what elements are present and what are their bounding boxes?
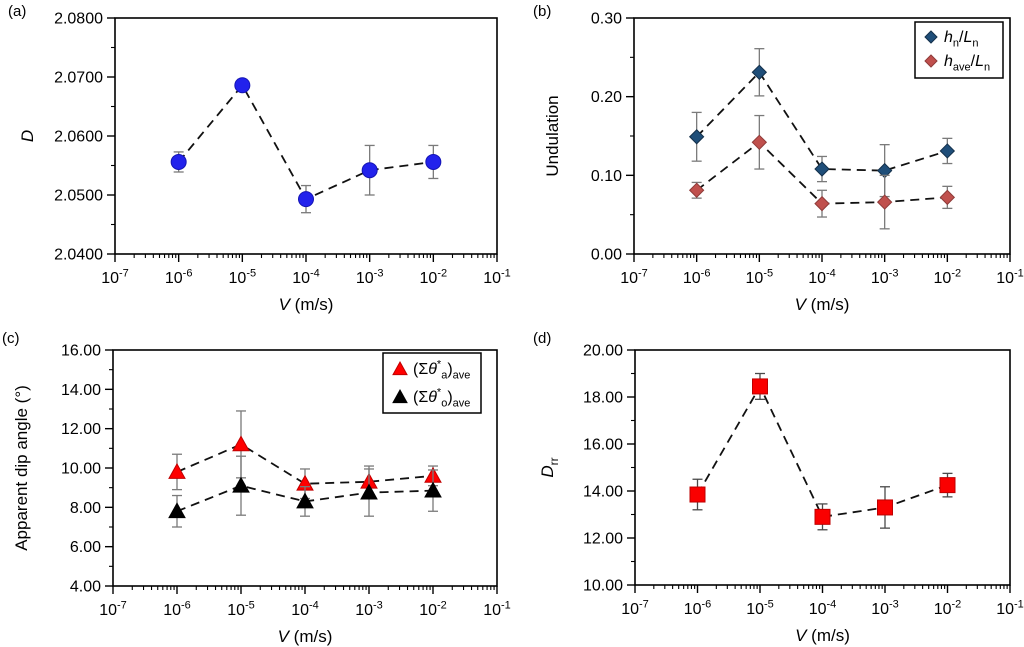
svg-text:16.00: 16.00: [61, 343, 101, 360]
svg-text:10-2: 10-2: [934, 268, 962, 287]
svg-text:10-2: 10-2: [420, 268, 448, 287]
svg-text:10-5: 10-5: [746, 599, 774, 618]
svg-text:0.00: 0.00: [591, 247, 622, 264]
panel-a-chart: 10-7 10-6 10-5 10-4 10-3 10-2 10-1 2.0400 2.0500…: [18, 11, 511, 315]
svg-text:12.00: 12.00: [583, 531, 623, 548]
svg-text:10-4: 10-4: [809, 599, 837, 618]
svg-text:20.00: 20.00: [583, 343, 623, 360]
svg-text:V (m/s): V (m/s): [278, 627, 333, 646]
svg-text:V (m/s): V (m/s): [795, 626, 850, 645]
svg-text:10-1: 10-1: [483, 268, 511, 287]
svg-text:10-5: 10-5: [229, 268, 257, 287]
svg-text:6.00: 6.00: [70, 539, 101, 556]
svg-text:V (m/s): V (m/s): [279, 295, 334, 314]
svg-text:2.0600: 2.0600: [54, 129, 103, 146]
panel-b-chart: 10-7 10-6 10-5 10-4 10-3 10-2 10-1 0.00 0.10 0.20…: [543, 11, 1024, 315]
svg-text:2.0400: 2.0400: [54, 247, 103, 264]
svg-text:10-1: 10-1: [996, 599, 1024, 618]
svg-text:10.00: 10.00: [583, 578, 623, 595]
svg-text:10-1: 10-1: [483, 600, 511, 619]
svg-text:10.00: 10.00: [61, 461, 101, 478]
panel-label-d: (d): [533, 330, 552, 347]
svg-text:0.30: 0.30: [591, 11, 622, 28]
panel-label-b: (b): [533, 3, 552, 20]
panel-label-c: (c): [2, 330, 20, 347]
svg-text:0.20: 0.20: [591, 89, 622, 106]
svg-text:12.00: 12.00: [61, 421, 101, 438]
svg-text:10-5: 10-5: [746, 268, 774, 287]
svg-text:(Σθ*a)ave: (Σθ*a)ave: [413, 359, 470, 382]
svg-text:18.00: 18.00: [583, 390, 623, 407]
panel-c-chart: 10-7 10-6 10-5 10-4 10-3 10-2 10-1 4.00 6.00 8.00…: [12, 343, 511, 647]
svg-text:2.0500: 2.0500: [54, 188, 103, 205]
svg-text:10-4: 10-4: [292, 268, 320, 287]
svg-text:10-7: 10-7: [621, 599, 649, 618]
svg-text:10-6: 10-6: [683, 268, 711, 287]
svg-text:14.00: 14.00: [61, 382, 101, 399]
svg-text:2.0700: 2.0700: [54, 70, 103, 87]
svg-text:10-4: 10-4: [291, 600, 319, 619]
svg-text:8.00: 8.00: [70, 500, 101, 517]
svg-text:10-4: 10-4: [808, 268, 836, 287]
svg-text:Drr: Drr: [538, 457, 561, 477]
svg-text:10-7: 10-7: [101, 268, 129, 287]
panel-d-chart: 10-7 10-6 10-5 10-4 10-3 10-2 10-1 10.00 12.00 14…: [538, 343, 1024, 646]
svg-text:10-6: 10-6: [163, 600, 191, 619]
svg-text:V (m/s): V (m/s): [795, 295, 850, 314]
svg-text:16.00: 16.00: [583, 437, 623, 454]
svg-text:10-2: 10-2: [419, 600, 447, 619]
svg-text:Undulation: Undulation: [543, 95, 562, 176]
svg-text:10-6: 10-6: [165, 268, 193, 287]
svg-text:hn/Ln: hn/Ln: [944, 29, 979, 49]
svg-text:10-6: 10-6: [684, 599, 712, 618]
svg-text:14.00: 14.00: [583, 484, 623, 501]
svg-text:10-5: 10-5: [227, 600, 255, 619]
svg-text:have/Ln: have/Ln: [944, 53, 990, 73]
svg-text:10-7: 10-7: [99, 600, 127, 619]
svg-text:10-1: 10-1: [996, 268, 1024, 287]
svg-text:(Σθ*o)ave: (Σθ*o)ave: [413, 387, 470, 410]
panel-label-a: (a): [8, 3, 27, 20]
svg-text:4.00: 4.00: [70, 579, 101, 596]
svg-text:10-3: 10-3: [355, 600, 383, 619]
svg-text:10-2: 10-2: [934, 599, 962, 618]
svg-text:10-7: 10-7: [620, 268, 648, 287]
svg-text:2.0800: 2.0800: [54, 11, 103, 28]
svg-text:10-3: 10-3: [871, 268, 899, 287]
svg-text:Apparent dip angle (°): Apparent dip angle (°): [12, 385, 31, 551]
svg-text:10-3: 10-3: [871, 599, 899, 618]
svg-text:D: D: [18, 130, 37, 142]
svg-text:0.10: 0.10: [591, 168, 622, 185]
svg-text:10-3: 10-3: [356, 268, 384, 287]
